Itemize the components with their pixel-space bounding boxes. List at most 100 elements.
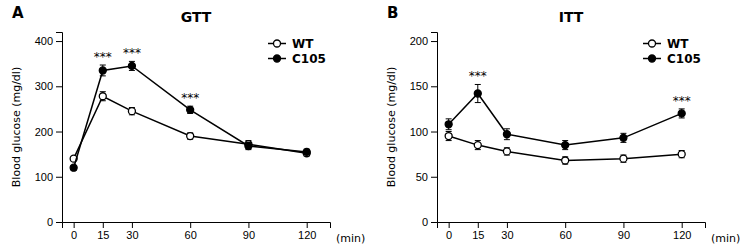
error-bar [187, 133, 193, 139]
axis-domain [438, 223, 706, 229]
tick-label: 15 [472, 229, 484, 241]
point [620, 134, 627, 141]
legend: WTC105 [268, 37, 326, 66]
series [70, 92, 310, 162]
legend-swatch [274, 55, 281, 62]
tick: 0 [47, 216, 62, 228]
tick-mark [103, 222, 104, 228]
tick: 30 [126, 222, 138, 241]
tick: 150 [410, 80, 437, 92]
tick-label: 0 [47, 216, 53, 228]
axis-domain [63, 223, 331, 229]
legend-label: C105 [292, 52, 326, 66]
error-bar [504, 148, 510, 155]
x-axis-title: (min) [336, 232, 365, 245]
error-bar [100, 92, 106, 101]
legend-swatch [274, 40, 281, 47]
legend-label: WT [292, 37, 314, 51]
tick-label: 150 [410, 80, 428, 92]
tick-label: 30 [501, 229, 513, 241]
tick-mark [56, 222, 62, 223]
tick-label: 0 [446, 229, 452, 241]
x-axis: 015306090120 [63, 222, 331, 241]
panel-label: A [12, 4, 24, 22]
tick-mark [431, 222, 437, 223]
annotation: *** [123, 46, 141, 60]
error-bar [504, 129, 510, 140]
error-bar [620, 155, 626, 162]
point [503, 131, 510, 138]
point [445, 121, 452, 128]
point [503, 148, 510, 155]
annotation: *** [673, 94, 691, 108]
tick-mark [431, 132, 437, 133]
tick-mark [682, 222, 683, 228]
tick-label: 0 [422, 216, 428, 228]
tick-label: 100 [410, 126, 428, 138]
y-axis-title: Blood glucose (mg/dl) [385, 67, 398, 187]
legend-label: C105 [667, 52, 701, 66]
tick-mark [56, 41, 62, 42]
tick: 60 [185, 222, 197, 241]
tick: 60 [560, 222, 572, 241]
error-bar [129, 108, 135, 115]
tick-mark [132, 222, 133, 228]
tick: 0 [71, 222, 77, 241]
title: ITT [559, 9, 584, 25]
tick-mark [56, 132, 62, 133]
error-bar [679, 109, 685, 118]
legend: WTC105 [643, 37, 701, 66]
legend-item: WT [643, 37, 689, 51]
tick: 300 [35, 80, 62, 92]
tick-label: 50 [416, 171, 428, 183]
legend-swatch [649, 40, 656, 47]
tick-mark [507, 222, 508, 228]
point [99, 67, 106, 74]
tick-label: 120 [673, 229, 691, 241]
error-bar [245, 142, 251, 149]
tick-mark [623, 222, 624, 228]
tick-label: 400 [35, 35, 53, 47]
error-bar [446, 132, 452, 141]
point [474, 90, 481, 97]
tick-mark [190, 222, 191, 228]
tick-label: 30 [126, 229, 138, 241]
tick-mark [74, 222, 75, 228]
legend-swatch [649, 55, 656, 62]
panel-label: B [387, 4, 398, 22]
series [70, 61, 310, 171]
plot-area [445, 84, 685, 164]
y-axis-title: Blood glucose (mg/dl) [10, 67, 23, 187]
tick: 120 [298, 222, 316, 241]
tick: 15 [472, 222, 484, 241]
panel: 0153060901200100200300400*********GTTABl… [10, 4, 365, 245]
tick-label: 60 [560, 229, 572, 241]
error-bar [475, 141, 481, 150]
annotation: *** [181, 91, 199, 105]
point [187, 106, 194, 113]
tick-mark [56, 177, 62, 178]
point [445, 133, 452, 140]
tick-mark [307, 222, 308, 228]
panel: 015306090120050100150200******ITTBBlood … [385, 4, 740, 245]
point [70, 164, 77, 171]
tick-label: 15 [97, 229, 109, 241]
point [99, 93, 106, 100]
axis-domain [431, 33, 438, 223]
tick-mark [431, 41, 437, 42]
chart: 0153060901200100200300400*********GTTABl… [0, 0, 750, 250]
point [128, 108, 135, 115]
error-bar [562, 141, 568, 150]
annotation: *** [469, 69, 487, 83]
error-bar [129, 61, 135, 70]
tick-label: 90 [618, 229, 630, 241]
point [474, 142, 481, 149]
error-bar [304, 149, 310, 154]
tick-mark [431, 177, 437, 178]
tick-label: 100 [35, 171, 53, 183]
tick-label: 0 [71, 229, 77, 241]
point [562, 157, 569, 164]
plot-area [70, 61, 310, 171]
error-bar [620, 133, 626, 142]
point [128, 62, 135, 69]
